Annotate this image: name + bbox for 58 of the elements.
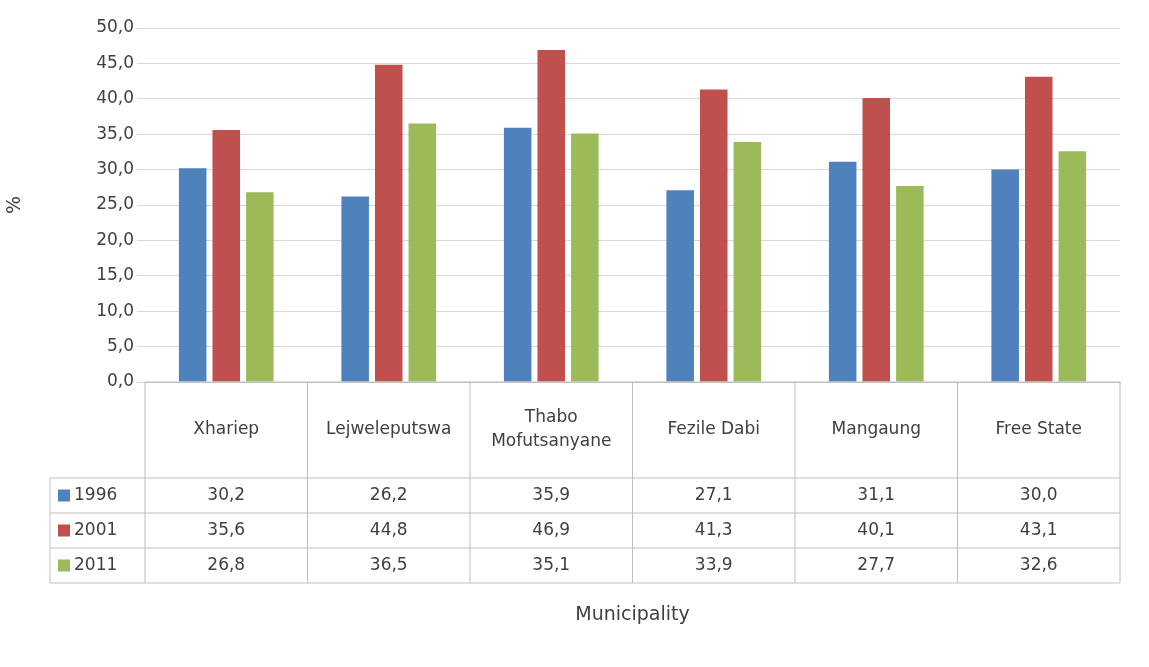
data-label: 43,1 <box>1019 518 1058 539</box>
bar <box>862 98 891 382</box>
bar <box>699 89 728 382</box>
data-label: 33,9 <box>694 553 733 574</box>
data-label: 40,1 <box>857 518 896 539</box>
y-tick-label: 25,0 <box>96 193 134 214</box>
bar <box>537 49 566 382</box>
data-label: 27,7 <box>857 553 896 574</box>
data-label: 31,1 <box>857 483 896 504</box>
text: Municipality <box>575 601 690 624</box>
bar <box>733 141 762 382</box>
bar <box>178 168 207 382</box>
data-label: 27,1 <box>694 483 733 504</box>
bar <box>341 196 369 382</box>
data-label: 26,8 <box>207 553 246 574</box>
bar <box>246 192 274 382</box>
legend-label: 2001 <box>74 518 118 539</box>
bar <box>991 169 1019 382</box>
bar <box>503 127 532 382</box>
y-tick-label: 35,0 <box>96 122 134 143</box>
data-label: 36,5 <box>369 553 408 574</box>
bar <box>212 129 241 382</box>
x-tick-label: Fezile Dabi <box>667 418 761 439</box>
y-tick-label: 5,0 <box>106 335 134 356</box>
x-tick-label: Lejweleputswa <box>326 418 452 439</box>
data-label: 46,9 <box>532 518 571 539</box>
y-tick-label: 45,0 <box>96 51 134 72</box>
data-label: 44,8 <box>369 518 408 539</box>
legend-label: 1996 <box>74 483 118 504</box>
bar <box>896 185 924 382</box>
data-label: 41,3 <box>694 518 733 539</box>
y-tick-label: 40,0 <box>96 87 134 108</box>
x-tick-label: Mangaung <box>831 418 921 439</box>
bar <box>666 190 694 382</box>
bar <box>1024 76 1053 382</box>
legend-label: 2011 <box>74 553 118 574</box>
bar <box>374 64 403 382</box>
data-label: 32,6 <box>1019 553 1058 574</box>
y-tick-label: 30,0 <box>96 158 134 179</box>
bar <box>828 161 857 382</box>
y-tick-label: 10,0 <box>96 299 134 320</box>
y-tick-label: 50,0 <box>96 16 134 37</box>
data-label: 35,9 <box>532 483 571 504</box>
x-tick-label: Free State <box>995 418 1082 439</box>
x-tick-label: Thabo Mofutsanyane <box>491 406 612 451</box>
data-label: 26,2 <box>369 483 408 504</box>
bar <box>408 123 437 382</box>
y-axis-title: % <box>2 195 25 215</box>
data-label: 35,6 <box>207 518 246 539</box>
y-tick-label: 20,0 <box>96 228 134 249</box>
data-label: 30,2 <box>207 483 246 504</box>
y-tick-label: 15,0 <box>96 264 134 285</box>
data-label: 35,1 <box>532 553 571 574</box>
x-tick-label: Xhariep <box>193 418 260 439</box>
data-label: 30,0 <box>1019 483 1058 504</box>
bar <box>571 133 599 382</box>
y-tick-label: 0,0 <box>106 370 134 391</box>
bar <box>1058 151 1087 382</box>
